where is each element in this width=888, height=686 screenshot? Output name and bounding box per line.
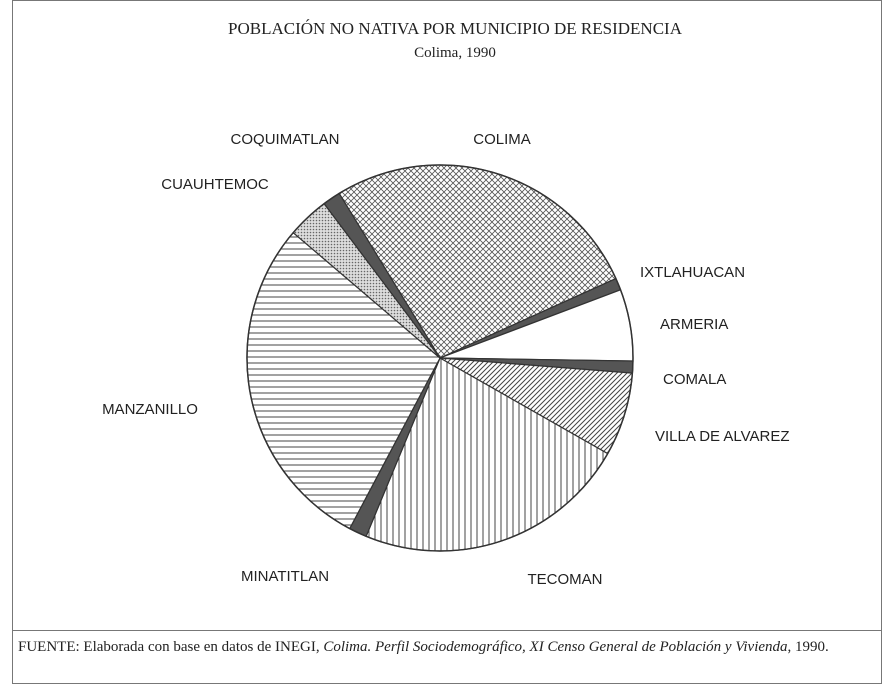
source-note: FUENTE: Elaborada con base en datos de I… xyxy=(12,630,882,684)
slice-label: COMALA xyxy=(663,371,726,388)
slice-label: IXTLAHUACAN xyxy=(640,264,745,281)
slice-label: ARMERIA xyxy=(660,316,728,333)
slice-label: COQUIMATLAN xyxy=(231,131,340,148)
chart: POBLACIÓN NO NATIVA POR MUNICIPIO DE RES… xyxy=(102,19,790,588)
slice-label: COLIMA xyxy=(473,131,531,148)
slice-label: MINATITLAN xyxy=(241,568,329,585)
chart-title: POBLACIÓN NO NATIVA POR MUNICIPIO DE RES… xyxy=(228,19,683,38)
source-title: Colima. Perfil Sociodemográfico, XI Cens… xyxy=(323,639,788,655)
pie-outline xyxy=(246,164,634,552)
slice-label: MANZANILLO xyxy=(102,401,198,418)
source-suffix: , 1990. xyxy=(787,639,829,655)
frame xyxy=(12,0,882,684)
slice-label: VILLA DE ALVAREZ xyxy=(655,428,790,445)
source-prefix: FUENTE: Elaborada con base en datos de I… xyxy=(18,639,324,655)
slice-label: CUAUHTEMOC xyxy=(161,176,269,193)
chart-subtitle: Colima, 1990 xyxy=(414,45,496,61)
slice-label: TECOMAN xyxy=(528,571,603,588)
